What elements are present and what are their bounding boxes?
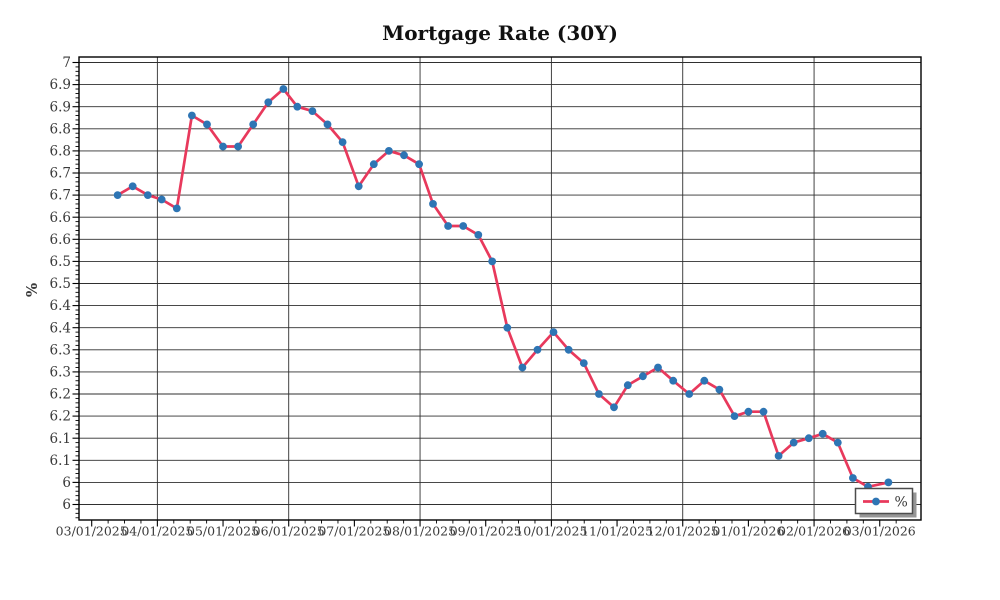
- data-point-marker: [203, 120, 211, 129]
- data-point-marker: [279, 85, 288, 93]
- data-point-marker: [730, 412, 739, 420]
- data-point-marker: [143, 191, 152, 200]
- y-tick-label: 6: [62, 497, 71, 513]
- data-line: [116, 87, 890, 489]
- x-tick-label: 07/01/2025: [318, 524, 390, 539]
- y-axis-label: %: [23, 283, 41, 297]
- x-tick-label: 03/01/2025: [56, 524, 128, 539]
- x-tick-label: 12/01/2025: [647, 524, 719, 539]
- data-point-marker: [833, 438, 842, 447]
- y-tick-label: 6.4: [50, 298, 71, 314]
- y-tick-label: 7: [62, 55, 71, 71]
- data-point-marker: [385, 147, 393, 155]
- data-point-marker: [249, 120, 258, 129]
- data-point-marker: [323, 120, 332, 129]
- data-point-marker: [369, 160, 378, 169]
- data-point-marker: [744, 407, 753, 416]
- data-point-marker: [400, 151, 408, 160]
- data-point-marker: [654, 363, 662, 372]
- data-point-marker: [503, 323, 512, 332]
- data-point-marker: [219, 142, 227, 151]
- y-tick-label: 6.2: [50, 387, 71, 403]
- data-point-marker: [488, 257, 497, 266]
- data-point-marker: [789, 438, 798, 447]
- data-point-marker: [128, 182, 137, 191]
- x-tick-label: 02/01/2026: [778, 524, 850, 539]
- x-tick-label: 10/01/2025: [515, 524, 587, 539]
- y-tick-label: 6.9: [50, 77, 71, 93]
- x-tick-label: 03/01/2026: [844, 524, 916, 539]
- y-tick-label: 6.9: [50, 99, 71, 115]
- axis-tick-labels: 7 6.9 6.9 6.8 6.8 6.7 6.7 6.6 6.6 6.5 6.5 6.4 6.4 6.3…: [50, 55, 916, 538]
- y-tick-label: 6.5: [50, 254, 71, 270]
- data-point-marker: [444, 222, 452, 230]
- y-tick-label: 6.1: [50, 431, 71, 447]
- x-tick-label: 05/01/2025: [187, 524, 259, 539]
- axis-ticks: [72, 61, 897, 527]
- y-tick-label: 6.8: [50, 121, 71, 137]
- data-point-marker: [354, 182, 363, 191]
- data-point-marker: [429, 200, 437, 208]
- data-point-marker: [685, 390, 694, 398]
- data-point-marker: [639, 372, 647, 381]
- y-tick-label: 6.3: [50, 365, 71, 381]
- legend-marker: [872, 497, 880, 506]
- data-point-marker: [669, 376, 678, 385]
- data-point-marker: [415, 160, 423, 169]
- data-point-marker: [595, 390, 603, 398]
- data-point-marker: [518, 363, 527, 372]
- legend: %: [854, 487, 917, 518]
- data-point-marker: [474, 231, 483, 239]
- x-tick-label: 01/01/2026: [712, 524, 784, 539]
- data-point-marker: [338, 138, 347, 147]
- x-tick-label: 08/01/2025: [384, 524, 456, 539]
- data-point-marker: [804, 434, 813, 443]
- y-tick-label: 6.3: [50, 342, 71, 358]
- data-point-marker: [849, 474, 857, 482]
- y-tick-label: 6.5: [50, 276, 71, 292]
- data-series: [113, 85, 893, 491]
- y-tick-label: 6.4: [50, 320, 71, 336]
- data-point-marker: [188, 111, 196, 120]
- data-point-marker: [579, 359, 588, 367]
- data-point-marker: [533, 345, 542, 354]
- chart-title: Mortgage Rate (30Y): [382, 21, 618, 45]
- data-point-marker: [172, 204, 181, 213]
- data-point-marker: [759, 407, 768, 416]
- data-point-marker: [700, 376, 709, 385]
- y-tick-label: 6.2: [50, 409, 71, 425]
- data-point-marker: [564, 345, 573, 354]
- data-point-marker: [774, 452, 783, 460]
- gridlines: [79, 57, 921, 520]
- x-tick-label: 09/01/2025: [450, 524, 522, 539]
- x-tick-label: 11/01/2025: [581, 524, 653, 539]
- x-tick-label: 04/01/2025: [121, 524, 193, 539]
- y-tick-label: 6.1: [50, 453, 71, 469]
- y-tick-label: 6.6: [50, 232, 71, 248]
- data-point-marker: [264, 98, 273, 107]
- data-point-marker: [549, 328, 558, 336]
- data-point-marker: [610, 403, 618, 412]
- x-tick-label: 06/01/2025: [253, 524, 325, 539]
- data-point-marker: [234, 142, 243, 151]
- y-tick-label: 6.7: [50, 188, 71, 204]
- data-point-marker: [623, 381, 632, 390]
- data-point-marker: [459, 222, 468, 230]
- data-point-marker: [818, 429, 827, 438]
- data-point-marker: [157, 195, 166, 204]
- y-tick-label: 6: [62, 475, 71, 491]
- data-point-marker: [113, 191, 122, 200]
- data-point-marker: [884, 478, 893, 487]
- y-tick-label: 6.6: [50, 210, 71, 226]
- y-tick-label: 6.8: [50, 144, 71, 160]
- plot-border: [78, 56, 922, 521]
- data-point-marker: [308, 107, 317, 115]
- data-point-marker: [715, 385, 724, 394]
- data-point-marker: [293, 102, 302, 111]
- legend-label: %: [895, 495, 908, 511]
- y-tick-label: 6.7: [50, 166, 71, 182]
